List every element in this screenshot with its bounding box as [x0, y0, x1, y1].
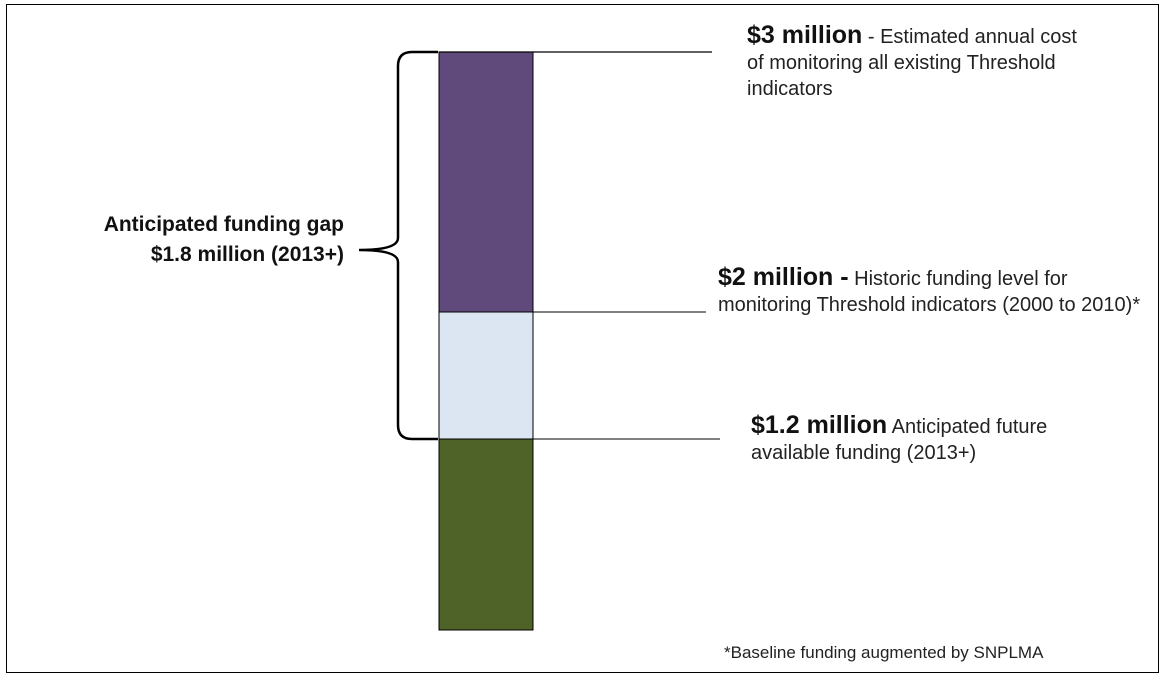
bar-segment-funding-gap — [439, 52, 533, 312]
footnote: *Baseline funding augmented by SNPLMA — [724, 643, 1043, 663]
funding-gap-label: Anticipated funding gap $1.8 million (20… — [22, 210, 344, 270]
funding-gap-brace — [359, 52, 438, 439]
annotation-1-2-million: $1.2 million Anticipated future availabl… — [751, 412, 1111, 466]
funding-gap-title: Anticipated funding gap — [22, 210, 344, 240]
annotation-2-million: $2 million - Historic funding level for … — [718, 264, 1158, 318]
annotation-3-million: $3 million - Estimated annual cost of mo… — [747, 22, 1077, 102]
bar-segment-historic-funding — [439, 312, 533, 439]
annotation-1-2-million-value: $1.2 million — [751, 411, 887, 439]
annotation-2-million-value: $2 million - — [718, 263, 849, 291]
funding-gap-amount: $1.8 million (2013+) — [22, 240, 344, 270]
bar-segment-available-funding — [439, 439, 533, 630]
annotation-3-million-value: $3 million — [747, 21, 862, 49]
